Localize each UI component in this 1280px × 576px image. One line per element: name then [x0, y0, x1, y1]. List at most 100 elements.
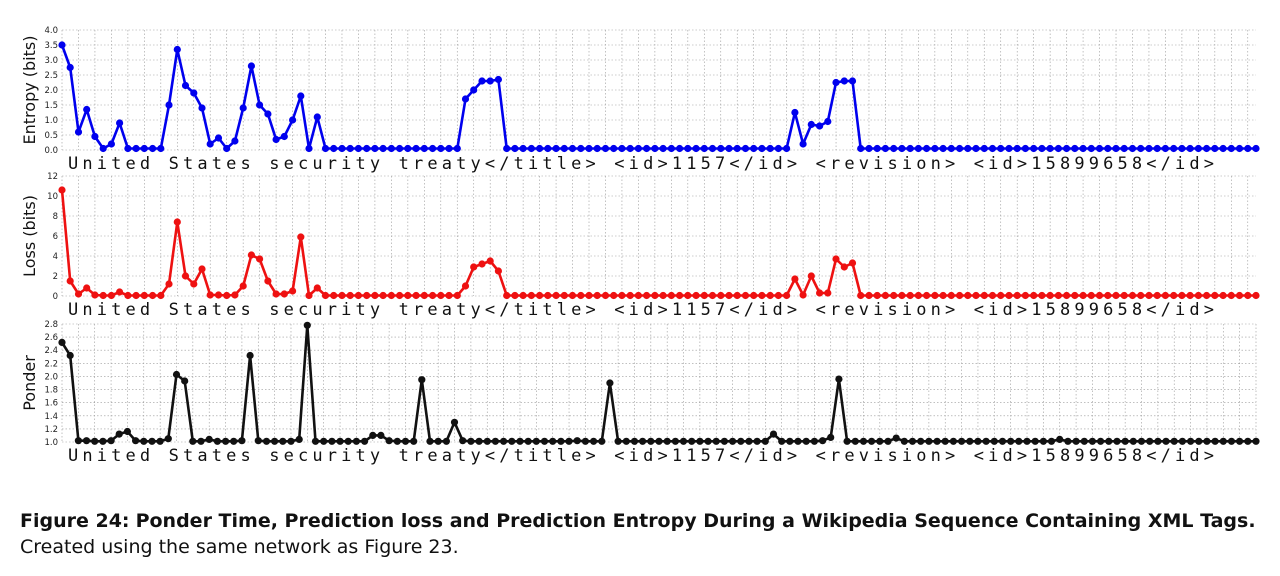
entropy-data-point [305, 144, 313, 153]
entropy-data-point [923, 144, 931, 153]
entropy-data-point [1021, 144, 1029, 153]
ponder-data-point [925, 437, 933, 445]
ponder-data-point [1137, 437, 1146, 445]
ponder-data-point [320, 437, 328, 445]
ponder-data-point [385, 437, 393, 445]
entropy-data-point [1120, 144, 1128, 153]
ponder-data-point [344, 437, 352, 445]
loss-data-point [66, 277, 74, 285]
loss-data-point [725, 291, 733, 300]
entropy-data-point [659, 144, 667, 153]
loss-data-point [412, 291, 420, 300]
loss-data-point [1203, 291, 1211, 300]
loss-data-point [1013, 291, 1021, 300]
entropy-data-point [1219, 144, 1227, 153]
loss-data-point [577, 291, 585, 300]
ponder-data-point [58, 338, 66, 346]
ponder-data-point [769, 430, 778, 438]
loss-data-point [379, 291, 387, 300]
ponder-data-point [712, 437, 720, 445]
loss-data-point [1021, 291, 1029, 300]
caption-title: Ponder Time, Prediction loss and Predict… [135, 510, 1256, 532]
loss-data-point [816, 289, 824, 297]
loss-data-point [519, 291, 527, 300]
loss-data-point [1120, 291, 1128, 300]
ponder-data-point [835, 375, 843, 383]
entropy-data-point [692, 144, 700, 153]
entropy-data-point [371, 144, 379, 153]
ponder-data-point [606, 379, 614, 387]
ponder-data-point [1039, 437, 1047, 445]
ponder-panel: 1.0 1.2 1.4 1.6 1.8 2.0 2.2 2.4 2.6 2.8 Ponder Unit… [20, 320, 1260, 466]
loss-data-point [239, 282, 247, 290]
entropy-data-point [231, 137, 239, 145]
y-tick-label: 0.5 [44, 131, 58, 141]
entropy-data-point [577, 144, 585, 153]
y-tick-label: 1.0 [44, 438, 58, 448]
ponder-data-point [156, 437, 164, 445]
loss-data-point [256, 255, 264, 263]
entropy-data-point [964, 144, 972, 153]
entropy-data-point [997, 144, 1005, 153]
loss-data-point [923, 291, 931, 300]
loss-data-point [1252, 291, 1260, 300]
y-tick-label: 3.0 [44, 56, 58, 66]
loss-data-point [536, 291, 544, 300]
entropy-data-point [824, 117, 832, 126]
entropy-data-point [1038, 144, 1046, 153]
entropy-data-point [634, 144, 643, 153]
ponder-data-point [311, 437, 320, 445]
ponder-data-point [688, 437, 696, 445]
ponder-data-point [500, 437, 508, 445]
y-tick-label: 2.6 [44, 333, 58, 343]
y-tick-label: 3.5 [44, 41, 58, 51]
entropy-data-point [486, 77, 494, 85]
ponder-data-point [696, 437, 704, 445]
loss-data-point [1235, 291, 1244, 300]
loss-data-point [568, 291, 577, 300]
entropy-data-point [799, 140, 807, 148]
y-tick-label: 2.0 [44, 372, 58, 382]
loss-data-point [1079, 291, 1087, 300]
loss-data-point [363, 291, 371, 300]
entropy-data-point [676, 144, 684, 153]
entropy-data-point [956, 144, 964, 153]
ponder-data-point [761, 437, 769, 445]
loss-data-point [643, 291, 651, 300]
entropy-data-point [585, 144, 593, 153]
loss-data-point [964, 291, 972, 300]
ponder-data-point [491, 437, 499, 445]
loss-axis-label: Loss (bits) [20, 195, 39, 277]
loss-data-point [593, 291, 601, 300]
entropy-data-point [66, 63, 74, 72]
ponder-data-point [1236, 437, 1244, 445]
entropy-data-point [643, 144, 651, 153]
entropy-data-point [519, 144, 527, 153]
entropy-data-point [988, 144, 997, 153]
y-tick-label: 4.0 [44, 26, 58, 36]
ponder-data-point [884, 437, 892, 445]
ponder-data-point [115, 430, 123, 438]
ponder-data-point [99, 437, 107, 445]
entropy-data-point [470, 86, 478, 94]
entropy-data-point [478, 77, 486, 85]
loss-data-point [956, 291, 964, 300]
entropy-data-point [791, 108, 799, 117]
ponder-data-point [802, 437, 810, 445]
entropy-data-point [453, 144, 461, 153]
ponder-data-point [941, 437, 949, 445]
entropy-data-point [445, 144, 453, 153]
loss-data-point [165, 280, 173, 288]
entropy-data-point [437, 144, 445, 153]
loss-data-point [1244, 291, 1252, 300]
loss-data-point [354, 291, 362, 300]
loss-data-point [140, 291, 148, 300]
entropy-data-point [700, 144, 708, 153]
entropy-data-point [881, 144, 890, 153]
ponder-data-point [295, 435, 303, 443]
entropy-data-point [289, 116, 297, 124]
ponder-data-point [1129, 437, 1137, 445]
ponder-data-point [810, 437, 819, 445]
ponder-data-point [614, 437, 622, 445]
ponder-series-line [60, 323, 1256, 443]
